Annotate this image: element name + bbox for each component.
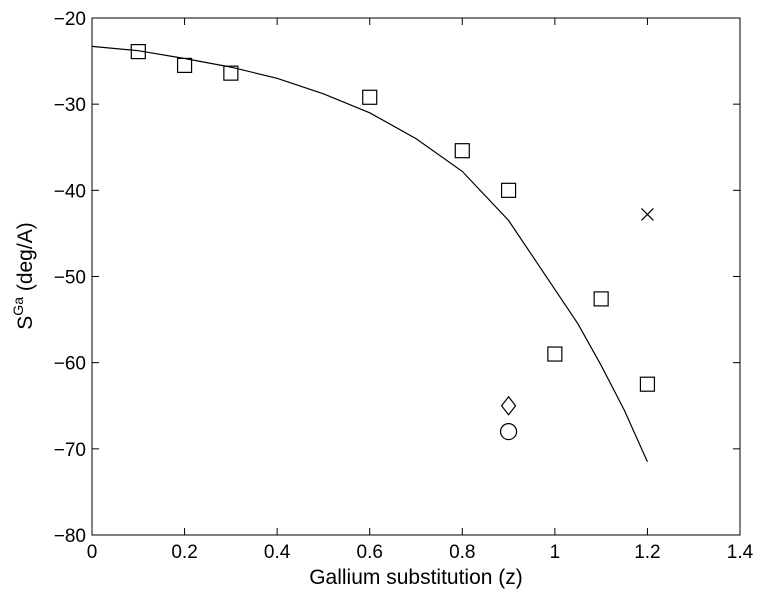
data-point-square	[176, 57, 193, 73]
x-tick-label: 0.2	[171, 542, 197, 563]
x-tick-label: 0.6	[357, 542, 383, 563]
data-point-square	[500, 182, 517, 198]
x-axis-title: Gallium substitution (z)	[309, 566, 523, 589]
y-axis-title: SGa (deg/A)	[10, 222, 37, 329]
x-tick-labels: 0 0.2 0.4 0.6 0.8 1 1.2 1.4	[87, 542, 754, 563]
data-point-square	[223, 65, 239, 81]
y-axis-title-main: S	[14, 316, 37, 330]
x-tick-label: 0	[87, 542, 98, 563]
y-tick-label: −80	[54, 526, 86, 547]
x-tick-label: 1.2	[634, 542, 660, 563]
data-point-circle	[499, 423, 518, 441]
y-tick-labels: −80 −70 −60 −50 −40 −30 −20	[54, 9, 86, 547]
axis-ticks	[91, 17, 741, 536]
data-point-square	[362, 89, 378, 105]
data-point-square	[639, 376, 656, 392]
y-tick-label: −60	[54, 354, 86, 375]
plot-frame	[91, 17, 741, 536]
data-point-square	[130, 44, 146, 60]
y-axis-title-unit: (deg/A)	[14, 222, 37, 297]
x-marker-stroke	[641, 208, 654, 221]
x-tick-label: 1	[550, 542, 561, 563]
y-tick-label: −70	[54, 440, 86, 461]
y-tick-label: −20	[54, 9, 86, 30]
x-tick-label: 0.8	[449, 542, 475, 563]
fit-curve	[91, 45, 648, 463]
y-axis-title-superscript: Ga	[10, 297, 26, 316]
data-point-square	[454, 143, 470, 159]
y-tick-label: −40	[54, 181, 86, 202]
y-tick-label: −30	[54, 95, 86, 116]
data-markers	[130, 44, 656, 441]
data-point-x	[641, 208, 654, 221]
data-point-square	[547, 346, 563, 362]
x-tick-label: 0.4	[264, 542, 291, 563]
x-tick-label: 1.4	[727, 542, 754, 563]
y-tick-label: −50	[54, 268, 86, 289]
data-point-square	[593, 291, 609, 307]
data-point-diamond	[500, 395, 517, 416]
